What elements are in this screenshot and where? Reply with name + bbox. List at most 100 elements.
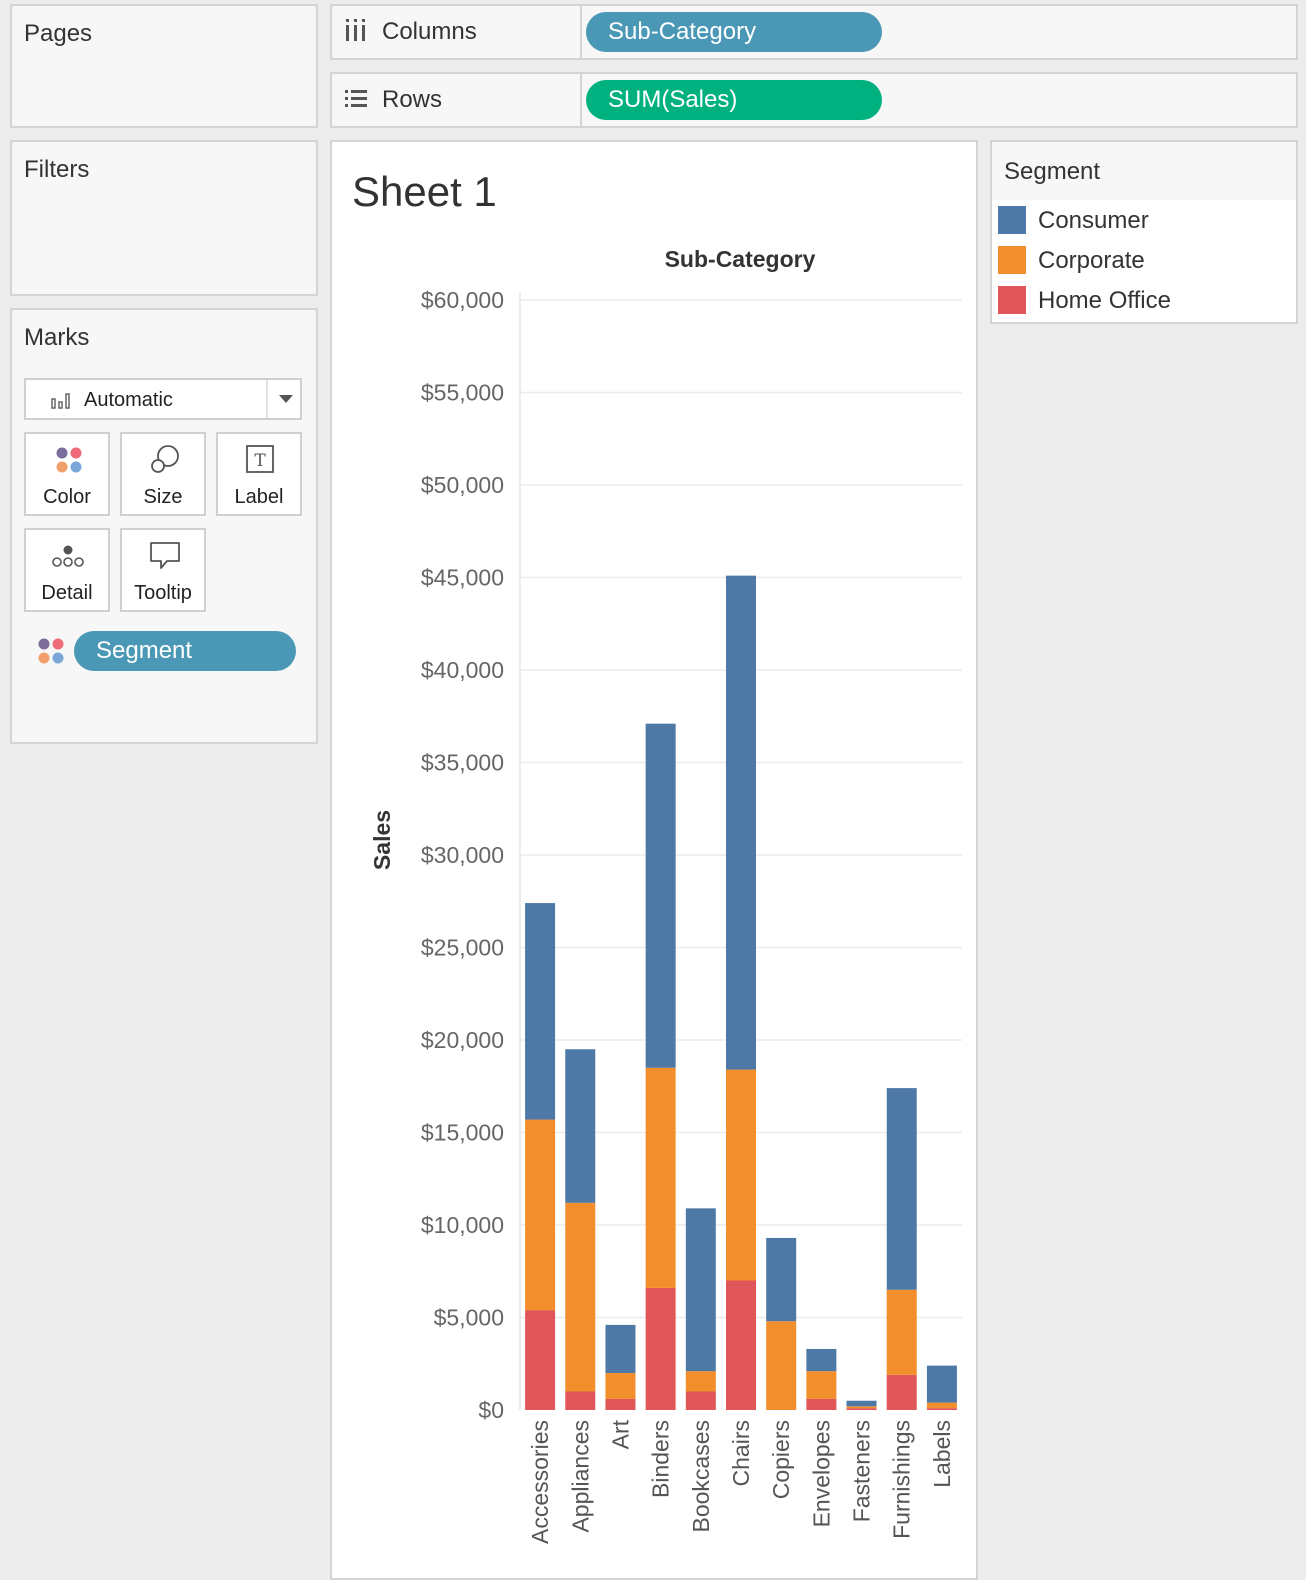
- detail-button-label: Detail: [41, 582, 93, 604]
- filters-title: Filters: [24, 156, 90, 183]
- bar-segment: [565, 1391, 596, 1410]
- y-tick-label: $60,000: [421, 287, 504, 313]
- x-tick-label: Envelopes: [808, 1420, 834, 1527]
- bar-segment: [926, 1402, 957, 1409]
- legend-label-consumer: Consumer: [1038, 207, 1149, 234]
- bar-segment: [685, 1371, 716, 1392]
- mark-type-dropdown[interactable]: Automatic: [24, 378, 302, 420]
- color-button[interactable]: Color: [24, 432, 110, 516]
- y-tick-label: $25,000: [421, 935, 504, 961]
- bar-chart-icon: [51, 393, 70, 409]
- bar-segment: [525, 1310, 556, 1410]
- bar-chart: Sub-Category Sales $0 $5,000 $10,000 $15,00…: [369, 246, 962, 1544]
- x-tick-label: Bookcases: [688, 1420, 714, 1533]
- bar-segment: [645, 723, 676, 1068]
- detail-dots-icon: [52, 545, 84, 567]
- legend-swatch-consumer: [998, 206, 1026, 234]
- rows-shelf[interactable]: Rows SUM(Sales): [330, 72, 1298, 128]
- legend-swatch-corporate: [998, 246, 1026, 274]
- segment-color-pill-label: Segment: [96, 637, 193, 664]
- y-tick-label: $0: [478, 1397, 504, 1423]
- color-dots-icon: [56, 447, 82, 473]
- label-button-label: Label: [234, 486, 284, 508]
- bar-segment: [806, 1398, 837, 1410]
- bar-segment: [605, 1324, 636, 1373]
- bar-segment: [766, 1321, 797, 1410]
- y-tick-label: $15,000: [421, 1120, 504, 1146]
- x-tick-label: Furnishings: [889, 1420, 915, 1539]
- x-tick-label: Accessories: [527, 1420, 553, 1544]
- bar-segment: [685, 1208, 716, 1372]
- filters-card[interactable]: Filters: [10, 140, 318, 296]
- legend-label-home-office: Home Office: [1038, 287, 1171, 314]
- tooltip-button-label: Tooltip: [134, 582, 192, 604]
- bar-segment: [886, 1289, 917, 1375]
- size-circles-icon: [151, 445, 179, 473]
- bar-segment: [926, 1408, 957, 1410]
- dropdown-divider: [266, 380, 268, 418]
- chart-card: Sheet 1 Sub-Category Sales $0 $5,000 $10,0…: [330, 140, 978, 1580]
- color-button-label: Color: [43, 486, 91, 508]
- columns-shelf-head: Columns: [332, 6, 582, 58]
- bar-segment: [685, 1391, 716, 1410]
- bar-segment: [886, 1088, 917, 1290]
- chevron-down-icon[interactable]: [278, 394, 294, 404]
- chart-column-title: Sub-Category: [665, 246, 816, 272]
- bar-segment: [605, 1373, 636, 1399]
- bar-segment: [525, 903, 556, 1120]
- detail-button[interactable]: Detail: [24, 528, 110, 612]
- bar-segment: [645, 1067, 676, 1288]
- bar-segment: [806, 1348, 837, 1372]
- sub-category-pill[interactable]: Sub-Category: [586, 12, 882, 52]
- y-tick-label: $35,000: [421, 750, 504, 776]
- sum-sales-pill[interactable]: SUM(Sales): [586, 80, 882, 120]
- bar-segment: [846, 1408, 877, 1410]
- bar-segment: [766, 1237, 797, 1322]
- tooltip-button[interactable]: Tooltip: [120, 528, 206, 612]
- bar-segment: [846, 1400, 877, 1407]
- legend-header: Segment: [992, 142, 1296, 200]
- bar-segment: [846, 1406, 877, 1409]
- svg-text:T: T: [254, 451, 266, 471]
- size-button[interactable]: Size: [120, 432, 206, 516]
- columns-shelf[interactable]: Columns Sub-Category: [330, 4, 1298, 60]
- x-tick-label: Fasteners: [849, 1420, 875, 1522]
- color-encoding-icon: [38, 638, 64, 664]
- bar-segment: [726, 1069, 756, 1281]
- sub-category-pill-label: Sub-Category: [608, 18, 757, 45]
- bar-segment: [605, 1398, 636, 1410]
- x-tick-label: Binders: [648, 1420, 674, 1498]
- marks-title: Marks: [24, 324, 90, 351]
- x-tick-label: Labels: [929, 1420, 955, 1488]
- x-tick-label: Copiers: [768, 1420, 794, 1499]
- y-tick-label: $30,000: [421, 842, 504, 868]
- bar-segment: [565, 1049, 596, 1203]
- mark-type-value: Automatic: [84, 389, 173, 411]
- x-tick-label: Art: [607, 1419, 633, 1449]
- marks-card: Marks: [10, 308, 318, 744]
- y-tick-label: $50,000: [421, 472, 504, 498]
- bar-segment: [726, 1280, 756, 1410]
- tooltip-speech-icon: [150, 542, 180, 569]
- y-tick-label: $5,000: [434, 1305, 504, 1331]
- text-label-icon: T: [246, 445, 274, 473]
- legend-title: Segment: [1004, 158, 1101, 185]
- y-tick-label: $55,000: [421, 380, 504, 406]
- label-button[interactable]: T Label: [216, 432, 302, 516]
- bar-segment: [645, 1287, 676, 1410]
- columns-icon: [346, 19, 365, 41]
- y-tick-label: $10,000: [421, 1212, 504, 1238]
- x-tick-label: Chairs: [728, 1420, 754, 1486]
- bar-segment: [806, 1371, 837, 1399]
- size-button-label: Size: [143, 486, 183, 508]
- bar-segment: [886, 1374, 917, 1410]
- bar-segment: [726, 575, 756, 1070]
- segment-color-pill[interactable]: Segment: [74, 631, 296, 671]
- rows-shelf-head: Rows: [332, 74, 582, 126]
- y-tick-label: $20,000: [421, 1027, 504, 1053]
- segment-legend: Segment Consumer Corporate Home Office: [990, 140, 1298, 324]
- rows-shelf-label: Rows: [382, 86, 443, 113]
- y-axis-label: Sales: [369, 810, 395, 870]
- sum-sales-pill-label: SUM(Sales): [608, 86, 738, 113]
- pages-title: Pages: [24, 20, 93, 47]
